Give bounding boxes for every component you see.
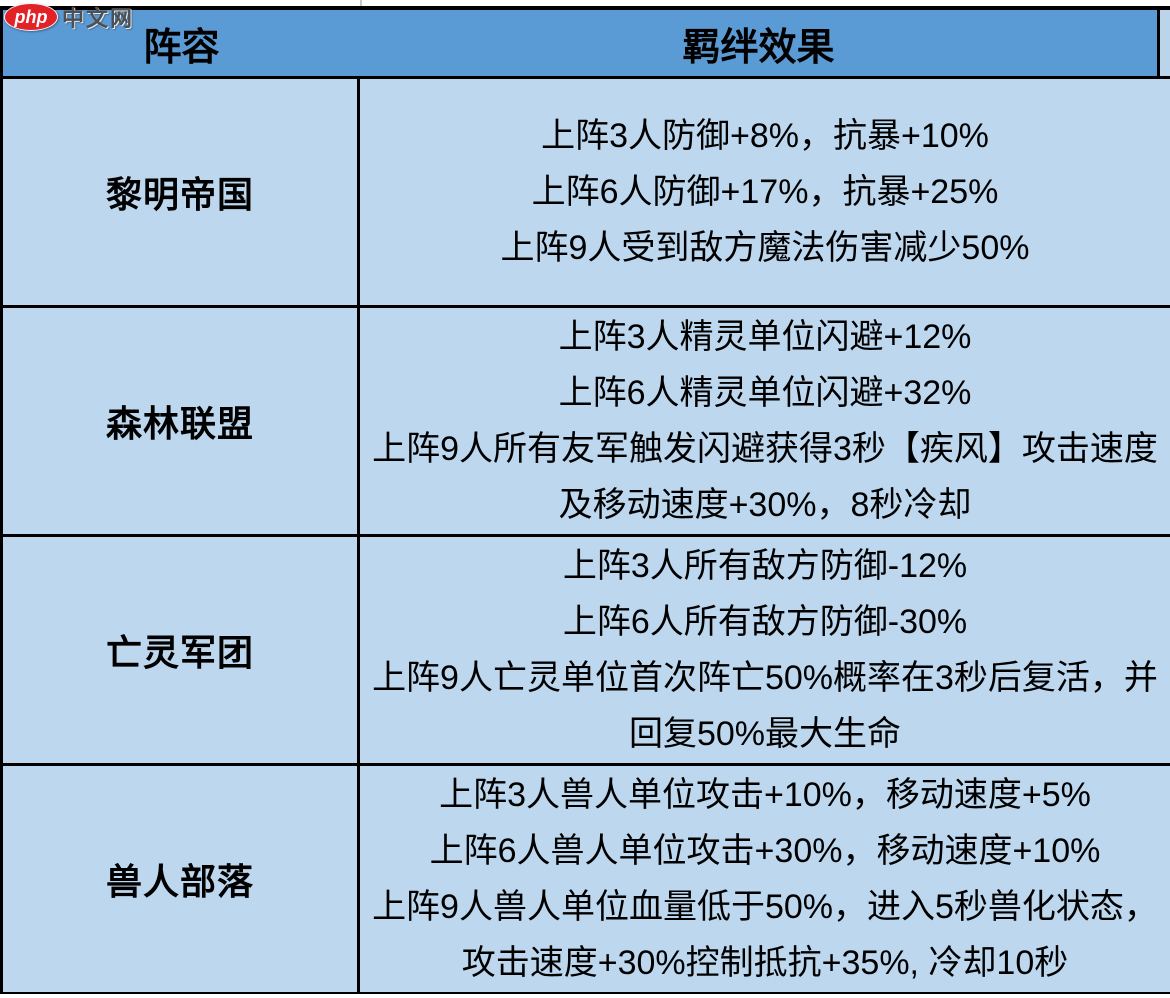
effect-line: 上阵3人防御+8%，抗暴+10%: [541, 117, 989, 155]
effect-line: 上阵3人精灵单位闪避+12%: [558, 318, 972, 356]
faction-name: 黎明帝国: [3, 79, 360, 305]
effect-line: 上阵6人防御+17%，抗暴+25%: [531, 173, 999, 211]
gridline-tick: [360, 0, 362, 8]
header-cell-bond-effect: 羁绊效果: [360, 10, 1160, 76]
bond-effects-table: 阵容 羁绊效果 黎明帝国 上阵3人防御+8%，抗暴+10% 上阵6人防御+17%…: [0, 6, 1170, 994]
effect-line: 上阵9人受到敌方魔法伤害减少50%: [500, 229, 1030, 267]
effect-line: 上阵3人兽人单位攻击+10%，移动速度+5%: [439, 776, 1091, 814]
watermark: php 中文网: [4, 1, 134, 33]
table-row: 兽人部落 上阵3人兽人单位攻击+10%，移动速度+5% 上阵6人兽人单位攻击+3…: [3, 766, 1170, 994]
faction-effects: 上阵3人所有敌方防御-12% 上阵6人所有敌方防御-30% 上阵9人亡灵单位首次…: [360, 537, 1170, 763]
table-row: 黎明帝国 上阵3人防御+8%，抗暴+10% 上阵6人防御+17%，抗暴+25% …: [3, 79, 1170, 308]
table-row: 亡灵军团 上阵3人所有敌方防御-12% 上阵6人所有敌方防御-30% 上阵9人亡…: [3, 537, 1170, 766]
header-edge-sliver: [1160, 10, 1170, 76]
faction-effects: 上阵3人兽人单位攻击+10%，移动速度+5% 上阵6人兽人单位攻击+30%，移动…: [360, 766, 1170, 992]
table-header-row: 阵容 羁绊效果: [3, 10, 1170, 79]
effect-line: 上阵9人所有友军触发闪避获得3秒【疾风】攻击速度及移动速度+30%，8秒冷却: [372, 430, 1158, 524]
table-row: 森林联盟 上阵3人精灵单位闪避+12% 上阵6人精灵单位闪避+32% 上阵9人所…: [3, 308, 1170, 537]
php-logo-icon: php: [4, 3, 58, 31]
effect-line: 上阵6人所有敌方防御-30%: [562, 603, 968, 641]
effect-line: 上阵6人精灵单位闪避+32%: [558, 374, 972, 412]
effect-line: 上阵6人兽人单位攻击+30%，移动速度+10%: [429, 832, 1101, 870]
effect-line: 上阵3人所有敌方防御-12%: [562, 547, 968, 585]
faction-name: 森林联盟: [3, 308, 360, 534]
faction-effects: 上阵3人精灵单位闪避+12% 上阵6人精灵单位闪避+32% 上阵9人所有友军触发…: [360, 308, 1170, 534]
header-cell-lineup: 阵容: [143, 26, 220, 69]
effect-line: 上阵9人兽人单位血量低于50%，进入5秒兽化状态，攻击速度+30%控制抵抗+35…: [372, 888, 1158, 982]
faction-name: 亡灵军团: [3, 537, 360, 763]
faction-name: 兽人部落: [3, 766, 360, 992]
faction-effects: 上阵3人防御+8%，抗暴+10% 上阵6人防御+17%，抗暴+25% 上阵9人受…: [360, 79, 1170, 305]
watermark-site-text: 中文网: [62, 6, 135, 31]
effect-line: 上阵9人亡灵单位首次阵亡50%概率在3秒后复活，并回复50%最大生命: [372, 659, 1158, 753]
